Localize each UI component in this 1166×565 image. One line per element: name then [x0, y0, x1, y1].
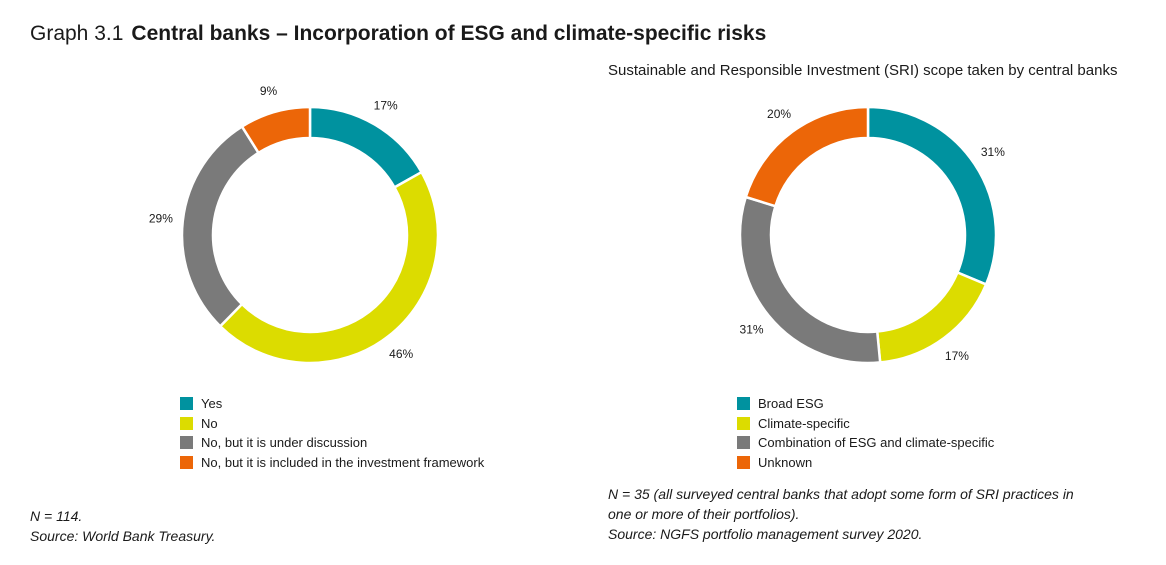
- graph-title: Graph 3.1 Central banks – Incorporation o…: [30, 22, 766, 46]
- legend-sri-scope: Broad ESG Climate-specific Combination of …: [737, 394, 994, 472]
- donut-slice-unknown: [744, 105, 870, 208]
- slice-label: 31%: [740, 323, 764, 337]
- graph-number: Graph 3.1: [30, 22, 124, 45]
- note-central-banks: N = 114. Source: World Bank Treasury.: [30, 506, 215, 546]
- graph-title-text: Central banks – Incorporation of ESG and…: [131, 22, 767, 45]
- legend-label: No, but it is included in the investment…: [201, 454, 485, 470]
- slice-label: 17%: [374, 98, 398, 112]
- legend-label: Climate-specific: [758, 415, 850, 431]
- donut-slice-combination-of-esg-and-climate-specific: [738, 195, 882, 365]
- donut-chart-central-banks: 17% 46% 29% 9%: [149, 84, 440, 365]
- legend-item: No, but it is included in the investment…: [180, 453, 484, 473]
- donut-slice-no-but-it-is-included-in-the-investment-framework: [240, 105, 312, 155]
- note-line: N = 35 (all surveyed central banks that …: [608, 486, 1074, 502]
- legend-item: Climate-specific: [737, 414, 994, 434]
- legend-swatch: [180, 455, 193, 469]
- donut-slice-no-but-it-is-under-discussion: [180, 124, 261, 328]
- chart-2-title: Sustainable and Responsible Investment (…: [608, 62, 1118, 79]
- legend-swatch: [737, 397, 750, 411]
- donut-slice-no: [218, 170, 440, 365]
- slice-label: 17%: [945, 349, 969, 363]
- donut-slice-yes: [308, 105, 424, 190]
- legend-label: Unknown: [758, 454, 813, 470]
- legend-label: No: [201, 415, 218, 431]
- donut-slice-broad-esg: [866, 105, 998, 287]
- slice-label: 29%: [149, 212, 173, 226]
- legend-label: Broad ESG: [758, 396, 824, 412]
- legend-item: No, but it is under discussion: [180, 433, 484, 453]
- legend-central-banks: Yes No No, but it is under discussion No, b…: [180, 394, 484, 472]
- slice-label: 20%: [767, 107, 791, 121]
- legend-label: Yes: [201, 396, 223, 412]
- legend-swatch: [737, 436, 750, 450]
- note-line: Source: World Bank Treasury.: [30, 528, 216, 544]
- legend-swatch: [180, 397, 193, 411]
- legend-item: Combination of ESG and climate-specific: [737, 433, 994, 453]
- legend-swatch: [180, 416, 193, 430]
- slice-label: 31%: [981, 145, 1005, 159]
- legend-swatch: [737, 455, 750, 469]
- legend-swatch: [737, 416, 750, 430]
- note-line: N = 114.: [30, 508, 83, 524]
- legend-item: No: [180, 414, 484, 434]
- slice-label: 9%: [260, 84, 278, 98]
- slice-label: 46%: [389, 347, 413, 361]
- legend-swatch: [180, 436, 193, 450]
- legend-label: Combination of ESG and climate-specific: [758, 435, 995, 451]
- note-line: Source: NGFS portfolio management survey…: [608, 526, 923, 542]
- legend-item: Yes: [180, 394, 484, 414]
- note-sri-scope: N = 35 (all surveyed central banks that …: [608, 484, 1074, 544]
- donut-chart-sri-scope: 31% 17% 31% 20%: [738, 105, 1005, 365]
- legend-item: Unknown: [737, 453, 994, 473]
- legend-item: Broad ESG: [737, 394, 994, 414]
- legend-label: No, but it is under discussion: [201, 435, 368, 451]
- donut-slice-climate-specific: [875, 270, 988, 364]
- note-line: one or more of their portfolios).: [608, 506, 800, 522]
